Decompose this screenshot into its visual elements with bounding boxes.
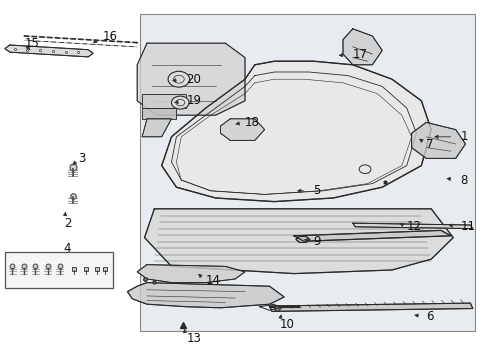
Polygon shape xyxy=(142,119,172,137)
Polygon shape xyxy=(5,45,93,57)
Text: 17: 17 xyxy=(353,48,368,60)
Text: 15: 15 xyxy=(24,37,39,50)
Text: 9: 9 xyxy=(314,235,321,248)
Circle shape xyxy=(168,71,190,87)
FancyBboxPatch shape xyxy=(5,252,113,288)
Text: 1: 1 xyxy=(461,130,468,143)
Text: 12: 12 xyxy=(407,220,422,233)
Polygon shape xyxy=(142,94,186,108)
Text: 2: 2 xyxy=(64,217,71,230)
Circle shape xyxy=(172,96,189,109)
Polygon shape xyxy=(353,223,473,229)
Polygon shape xyxy=(127,283,284,308)
Polygon shape xyxy=(220,119,265,140)
Polygon shape xyxy=(294,230,451,241)
Text: 19: 19 xyxy=(186,94,201,107)
Polygon shape xyxy=(343,29,382,65)
FancyBboxPatch shape xyxy=(140,14,475,331)
Polygon shape xyxy=(412,122,465,158)
Text: 20: 20 xyxy=(186,73,201,86)
Text: 5: 5 xyxy=(314,184,321,197)
Text: 18: 18 xyxy=(245,116,260,129)
Polygon shape xyxy=(162,61,431,202)
Text: 8: 8 xyxy=(461,174,468,186)
Text: 11: 11 xyxy=(461,220,476,233)
Text: 6: 6 xyxy=(426,310,434,323)
Text: 16: 16 xyxy=(103,30,118,42)
Polygon shape xyxy=(137,265,245,283)
Polygon shape xyxy=(270,303,473,311)
Text: 3: 3 xyxy=(78,152,86,165)
Polygon shape xyxy=(142,108,176,119)
Text: 10: 10 xyxy=(279,318,294,330)
Polygon shape xyxy=(137,43,245,115)
Polygon shape xyxy=(296,237,310,242)
Text: 13: 13 xyxy=(186,332,201,345)
Text: 7: 7 xyxy=(426,138,434,150)
Text: 4: 4 xyxy=(64,242,71,255)
Text: 14: 14 xyxy=(206,274,221,287)
Polygon shape xyxy=(145,209,453,274)
